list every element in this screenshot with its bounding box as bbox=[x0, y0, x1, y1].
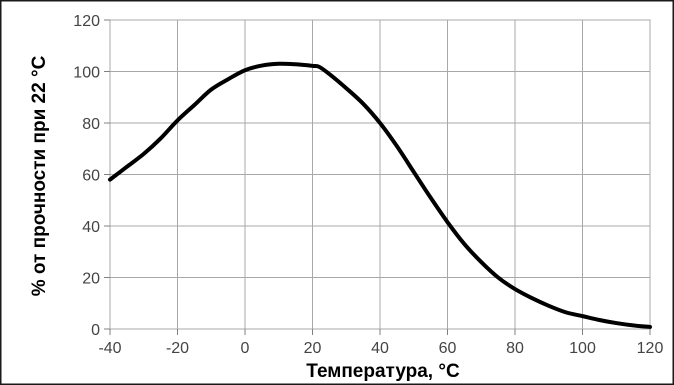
y-tick-label: 40 bbox=[82, 219, 100, 236]
x-tick-label: 20 bbox=[304, 340, 322, 357]
x-axis-title: Температура, °C bbox=[306, 361, 460, 382]
x-tick-label: 100 bbox=[569, 340, 596, 357]
y-tick-label: 20 bbox=[82, 271, 100, 288]
x-axis-ticks: -40 -20 0 20 40 60 80 100 120 bbox=[98, 329, 663, 357]
y-tick-label: 120 bbox=[73, 13, 100, 30]
y-tick-label: 0 bbox=[91, 322, 100, 339]
x-tick-label: 60 bbox=[439, 340, 457, 357]
series-line bbox=[108, 61, 652, 329]
y-axis-ticks: 0 20 40 60 80 100 120 bbox=[73, 13, 110, 339]
series-group bbox=[108, 61, 652, 329]
x-tick-label: -40 bbox=[98, 340, 121, 357]
x-tick-label: 40 bbox=[371, 340, 389, 357]
y-tick-label: 80 bbox=[82, 116, 100, 133]
y-axis-title: % от прочности при 22 °C bbox=[29, 55, 50, 296]
x-tick-label: 0 bbox=[241, 340, 250, 357]
x-tick-label: 80 bbox=[506, 340, 524, 357]
grid bbox=[109, 19, 651, 330]
y-tick-label: 100 bbox=[73, 65, 100, 82]
x-tick-label: -20 bbox=[166, 340, 189, 357]
y-tick-label: 60 bbox=[82, 168, 100, 185]
x-tick-label: 120 bbox=[637, 340, 664, 357]
